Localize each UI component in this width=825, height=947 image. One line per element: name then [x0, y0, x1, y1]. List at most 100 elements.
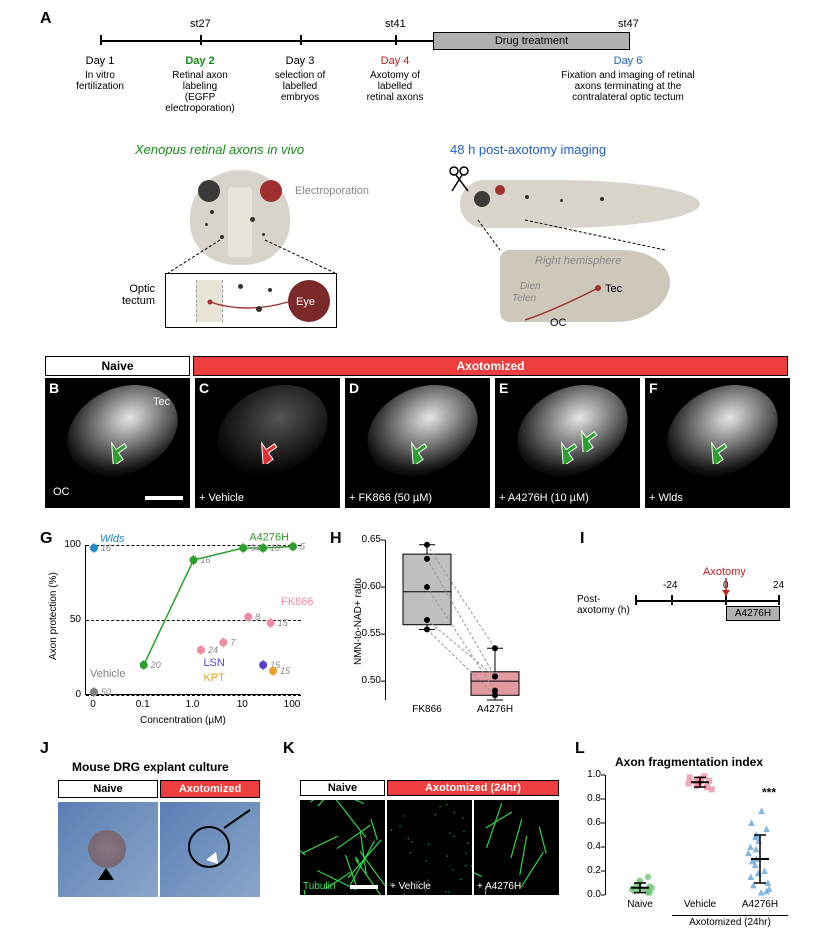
chart-h-ytick: 0.55	[351, 628, 381, 639]
svg-text:7: 7	[230, 638, 236, 648]
k-micrograph: + A4276H	[474, 800, 559, 895]
svg-text:Wlds: Wlds	[100, 533, 125, 545]
k-micrograph: + Vehicle	[387, 800, 472, 895]
micrograph-condition-label: + A4276H (10 µM)	[499, 492, 589, 504]
xenopus-drawing-left: Electroporation Eye Optic tectum	[150, 165, 350, 325]
svg-text:24: 24	[207, 645, 218, 655]
chart-h-ytick: 0.60	[351, 581, 381, 592]
xenopus-title: Xenopus retinal axons in vivo	[135, 142, 304, 157]
k-condition-label: + A4276H	[477, 881, 521, 892]
j-naive-header: Naive	[58, 780, 158, 798]
chart-g-xtick: 10	[227, 699, 257, 710]
chart-g-xtick: 100	[277, 699, 307, 710]
timeline-day-sublabel: Retinal axon labeling (EGFP electroporat…	[153, 70, 248, 114]
micrograph-condition-label: + Vehicle	[199, 492, 244, 504]
chart-g-ytick: 0	[55, 689, 81, 700]
micrograph: C + Vehicle	[195, 378, 340, 508]
panel-letter-e: E	[499, 380, 508, 396]
panel-letter-g: G	[40, 530, 52, 548]
i-axis-label: Post- axotomy (h)	[577, 594, 630, 616]
chart-g-ytick: 100	[55, 539, 81, 550]
svg-text:50: 50	[101, 687, 111, 697]
j-axotomized-header: Axotomized	[160, 780, 260, 798]
panel-letter-c: C	[199, 380, 209, 396]
i-tick-m24: -24	[663, 580, 677, 591]
panel-letter-d: D	[349, 380, 359, 396]
chart-h	[385, 540, 540, 700]
timeline-day-sublabel: Fixation and imaging of retinal axons te…	[528, 70, 728, 103]
svg-text:Vehicle: Vehicle	[90, 668, 125, 680]
chart-l: ***	[605, 775, 790, 895]
timeline-tick	[200, 35, 202, 45]
chart-h-ytick: 0.50	[351, 675, 381, 686]
k-axotomized-header: Axotomized (24hr)	[387, 780, 559, 796]
timeline-day-sublabel: In vitro fertilization	[53, 70, 148, 92]
timeline-day-sublabel: selection of labelled embryos	[253, 70, 348, 103]
svg-text:8: 8	[255, 612, 260, 622]
scale-bar	[145, 496, 183, 500]
k-condition-label: Tubulin	[303, 881, 335, 892]
svg-text:15: 15	[278, 618, 289, 628]
panel-i-timeline: -24 0 24 Axotomy A4276H Post- axotomy (h…	[595, 570, 795, 650]
chart-l-ytick: 0.2	[577, 865, 601, 876]
axotomized-header: Axotomized	[193, 356, 788, 376]
oc-label: OC	[53, 486, 70, 498]
panel-l-title: Axon fragmentation index	[615, 755, 763, 769]
zoom-box: Eye	[165, 273, 337, 328]
optic-tectum-label: Optic tectum	[122, 283, 155, 307]
i-tick-24: 24	[773, 580, 784, 591]
timeline-day-sublabel: Axotomy of labelled retinal axons	[348, 70, 443, 103]
svg-text:LSN: LSN	[203, 657, 224, 669]
svg-text:A4276H: A4276H	[249, 532, 289, 544]
micrograph: E + A4276H (10 µM)	[495, 378, 640, 508]
k-condition-label: + Vehicle	[390, 881, 431, 892]
green-arrow-icon	[403, 438, 429, 464]
chart-g-xtick: 0.1	[128, 699, 158, 710]
tec-label: Tec	[153, 396, 170, 408]
timeline-tick	[395, 35, 397, 45]
chart-l-xtick: A4276H	[732, 899, 788, 910]
i-drug-box: A4276H	[726, 606, 780, 621]
xenopus-drawing-right: Right hemisphere Dien Telen Tec OC	[430, 165, 730, 325]
timeline-day-label: Day 6	[528, 55, 728, 67]
chart-g-xtick: 0	[78, 699, 108, 710]
chart-l-xtick: Naive	[612, 899, 668, 910]
j-axotomized-photo	[160, 802, 260, 897]
svg-text:KPT: KPT	[203, 672, 225, 684]
green-arrow-icon	[703, 438, 729, 464]
naive-header: Naive	[45, 356, 190, 376]
timeline-day-label: Day 2	[153, 55, 248, 67]
stage-label-st27: st27	[190, 18, 211, 30]
panel-letter-h: H	[330, 530, 342, 548]
green-arrow-icon	[573, 426, 599, 452]
svg-text:5: 5	[300, 542, 306, 552]
panel-letter-k: K	[283, 740, 295, 758]
svg-text:20: 20	[150, 660, 161, 670]
micrograph-condition-label: + FK866 (50 µM)	[349, 492, 432, 504]
chart-l-ytick: 1.0	[577, 769, 601, 780]
timeline-tick	[100, 35, 102, 45]
chart-h-xtick: FK866	[397, 704, 457, 715]
chart-h-xtick: A4276H	[465, 704, 525, 715]
k-naive-header: Naive	[300, 780, 385, 796]
svg-text:***: ***	[762, 786, 776, 800]
green-arrow-icon	[103, 438, 129, 464]
chart-l-ytick: 0.4	[577, 841, 601, 852]
chart-g-ytick: 50	[55, 614, 81, 625]
micrograph: BTecOC	[45, 378, 190, 508]
micrograph: D + FK866 (50 µM)	[345, 378, 490, 508]
chart-l-bracket: Axotomized (24hr)	[672, 915, 788, 928]
j-naive-photo	[58, 802, 158, 897]
chart-l-ytick: 0.8	[577, 793, 601, 804]
chart-g-xtick: 1.0	[178, 699, 208, 710]
chart-g-xlabel: Concentration (µM)	[140, 715, 226, 726]
svg-text:16: 16	[201, 555, 211, 565]
panel-letter-f: F	[649, 380, 658, 396]
svg-text:15: 15	[280, 666, 291, 676]
axotomy-imaging-title: 48 h post-axotomy imaging	[450, 142, 606, 157]
panel-letter-i: I	[580, 530, 584, 548]
k-micrograph: Tubulin	[300, 800, 385, 895]
panel-letter-j: J	[40, 740, 49, 758]
panel-letter-l: L	[575, 740, 585, 758]
chart-g: 16201634185247815501515WldsA4276HFK866Ve…	[85, 545, 300, 695]
